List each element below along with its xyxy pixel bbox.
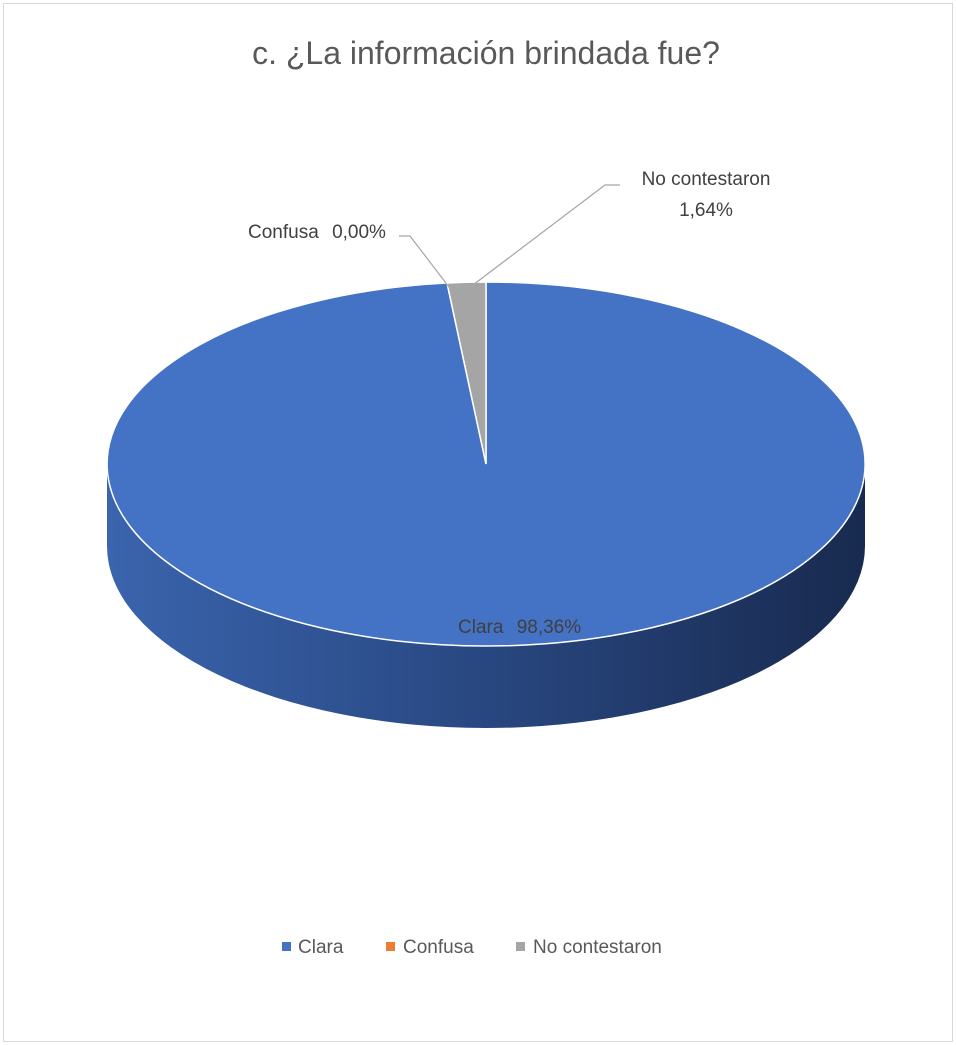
data-label-confusa-name: Confusa <box>248 222 319 243</box>
leader-line-confusa <box>399 235 453 292</box>
legend-swatch-confusa <box>386 942 395 951</box>
chart-title: c. ¿La información brindada fue? <box>252 35 720 71</box>
legend-label-confusa: Confusa <box>403 937 474 958</box>
legend-swatch-no-contestaron <box>516 942 525 951</box>
legend-label-no-contestaron: No contestaron <box>533 937 662 958</box>
legend-swatch-clara <box>282 942 291 951</box>
data-label-confusa-value: 0,00% <box>332 222 386 243</box>
legend-label-clara: Clara <box>298 937 344 958</box>
data-label-no-contestaron-value: 1,64% <box>679 200 733 221</box>
leader-line-no-contestaron <box>464 184 620 292</box>
legend: Clara Confusa No contestaron <box>282 937 662 958</box>
data-label-clara-name: Clara <box>458 617 504 638</box>
data-label-clara: Clara 98,36% <box>458 617 581 638</box>
data-label-clara-value: 98,36% <box>517 617 582 638</box>
pie-side-wall <box>107 464 865 728</box>
data-label-no-contestaron-name: No contestaron <box>642 169 771 190</box>
data-label-confusa: Confusa 0,00% <box>248 222 386 243</box>
pie-slice-no-contestaron <box>446 281 487 465</box>
